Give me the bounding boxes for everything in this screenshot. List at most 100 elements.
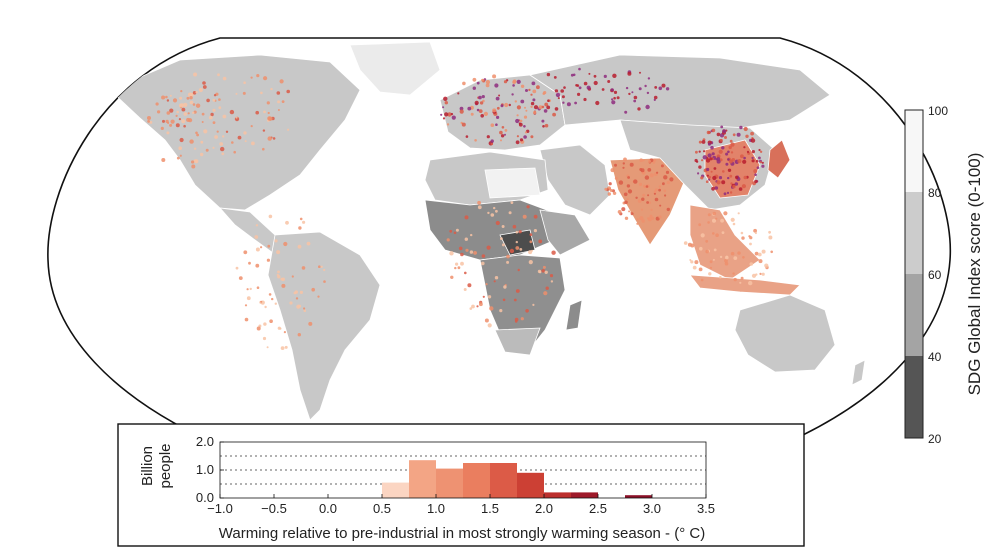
land-greenland bbox=[349, 41, 441, 96]
population-dot bbox=[562, 101, 565, 104]
x-tick-label-9: 3.5 bbox=[697, 501, 715, 516]
population-dot bbox=[754, 173, 757, 176]
population-dot bbox=[476, 108, 480, 112]
population-dot bbox=[478, 95, 482, 100]
population-dot bbox=[631, 91, 634, 94]
colorbar-tick-80: 80 bbox=[928, 186, 942, 200]
population-dot bbox=[166, 111, 171, 115]
population-dot bbox=[516, 79, 521, 84]
population-dot bbox=[260, 300, 263, 303]
population-dot bbox=[557, 97, 560, 100]
population-dot bbox=[528, 260, 533, 265]
population-dot bbox=[622, 162, 625, 165]
population-dot bbox=[624, 200, 628, 205]
population-dot bbox=[246, 288, 249, 291]
population-dot bbox=[707, 142, 711, 146]
population-dot bbox=[498, 94, 501, 97]
population-dot bbox=[758, 156, 761, 160]
population-dot bbox=[266, 101, 270, 105]
population-dot bbox=[225, 130, 229, 133]
population-dot bbox=[613, 90, 618, 94]
population-dot bbox=[212, 108, 216, 112]
population-dot bbox=[761, 272, 765, 276]
population-dot bbox=[622, 166, 625, 169]
population-dot bbox=[725, 255, 729, 260]
population-dot bbox=[179, 154, 182, 157]
population-dot bbox=[222, 114, 227, 119]
population-dot bbox=[442, 106, 445, 109]
population-dot bbox=[627, 71, 632, 76]
population-dot bbox=[270, 87, 273, 91]
population-dot bbox=[644, 84, 647, 88]
population-dot bbox=[639, 71, 641, 74]
population-dot bbox=[499, 130, 503, 135]
population-dot bbox=[578, 86, 582, 90]
population-dot bbox=[299, 217, 303, 221]
population-dot bbox=[520, 317, 524, 321]
population-dot bbox=[748, 280, 753, 286]
histogram-bars bbox=[382, 460, 652, 498]
population-dot bbox=[212, 98, 216, 102]
population-dot bbox=[725, 162, 729, 166]
population-dot bbox=[561, 95, 565, 99]
population-dot bbox=[512, 224, 517, 229]
population-dot bbox=[526, 205, 530, 209]
population-dot bbox=[212, 121, 216, 124]
population-dot bbox=[730, 251, 735, 256]
population-dot bbox=[260, 246, 263, 249]
population-dot bbox=[474, 100, 479, 105]
population-dot bbox=[457, 92, 460, 95]
population-dot bbox=[653, 192, 657, 195]
population-dot bbox=[169, 123, 173, 127]
population-dot bbox=[284, 345, 288, 349]
population-dot bbox=[221, 152, 225, 156]
population-dot bbox=[543, 109, 548, 113]
population-dot bbox=[593, 80, 598, 86]
population-dot bbox=[603, 74, 607, 78]
population-dot bbox=[161, 95, 166, 100]
population-dot bbox=[308, 321, 313, 326]
population-dot bbox=[271, 297, 274, 301]
population-dot bbox=[751, 273, 757, 278]
population-dot bbox=[501, 225, 505, 228]
population-dot bbox=[277, 109, 280, 111]
population-dot bbox=[727, 150, 730, 154]
population-dot bbox=[623, 192, 628, 197]
population-dot bbox=[162, 119, 165, 123]
population-dot bbox=[720, 218, 724, 223]
population-dot bbox=[269, 319, 273, 324]
population-dot bbox=[532, 89, 537, 94]
population-dot bbox=[743, 175, 748, 180]
x-tick-label-6: 2.0 bbox=[535, 501, 553, 516]
population-dot bbox=[530, 105, 533, 109]
population-dot bbox=[750, 131, 754, 136]
population-dot bbox=[281, 100, 285, 103]
population-dot bbox=[262, 336, 267, 341]
population-dot bbox=[490, 139, 494, 143]
population-dot bbox=[734, 182, 739, 186]
population-dot bbox=[496, 106, 500, 110]
population-dot bbox=[719, 275, 722, 279]
x-tick-label-4: 1.0 bbox=[427, 501, 445, 516]
population-dot bbox=[500, 134, 505, 138]
population-dot bbox=[574, 101, 577, 105]
population-dot bbox=[700, 176, 704, 180]
population-dot bbox=[528, 88, 531, 92]
population-dot bbox=[666, 207, 670, 212]
population-dot bbox=[614, 163, 617, 167]
population-dot bbox=[503, 80, 508, 84]
population-dot bbox=[546, 105, 551, 110]
population-dot bbox=[243, 250, 248, 255]
population-dot bbox=[470, 112, 474, 116]
population-dot bbox=[529, 233, 533, 237]
histogram-bar-2 bbox=[436, 468, 463, 498]
population-dot bbox=[274, 239, 278, 243]
population-dot bbox=[487, 295, 492, 299]
population-dot bbox=[721, 146, 725, 150]
population-dot bbox=[705, 239, 709, 243]
population-dot bbox=[544, 270, 548, 274]
population-dot bbox=[707, 221, 710, 224]
population-dot bbox=[640, 208, 644, 211]
population-dot bbox=[471, 304, 475, 309]
population-dot bbox=[608, 182, 612, 186]
